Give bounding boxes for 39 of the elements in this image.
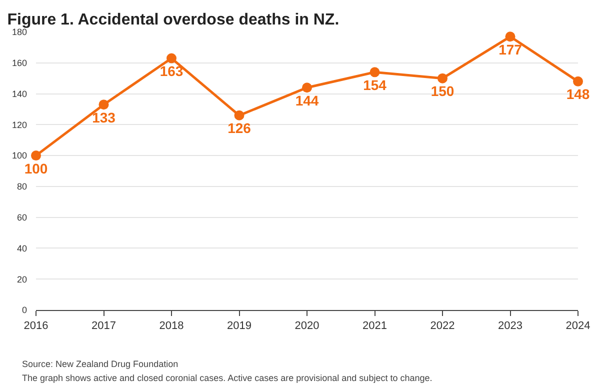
y-tick-label: 140 <box>12 88 27 99</box>
data-label: 154 <box>363 76 387 93</box>
data-label: 148 <box>566 86 590 102</box>
point <box>505 32 516 42</box>
data-label: 126 <box>228 120 252 136</box>
x-tick-label: 2024 <box>566 320 590 332</box>
data-label: 133 <box>92 109 116 126</box>
y-tick-label: 0 <box>22 305 27 316</box>
point <box>573 76 583 86</box>
data-label: 177 <box>498 41 522 58</box>
data-label: 144 <box>295 92 319 108</box>
data-label: 163 <box>160 63 184 80</box>
point <box>31 150 41 161</box>
y-tick-label: 20 <box>16 274 27 284</box>
x-tick-label: 2021 <box>362 320 387 332</box>
chart-title: Figure 1. Accidental overdose deaths in NZ. <box>7 12 340 29</box>
y-tick-label: 80 <box>16 182 27 192</box>
point <box>234 110 244 120</box>
y-tick-label: 60 <box>16 212 27 222</box>
x-tick-label: 2019 <box>227 320 252 332</box>
text: The graph shows active and closed coronial cases. Active cases are provisional and subject to change. <box>22 373 432 383</box>
y-tick-label: 40 <box>16 243 27 254</box>
point <box>438 73 448 84</box>
y-tick-label: 180 <box>12 27 27 38</box>
y-tick-label: 100 <box>12 150 27 161</box>
x-tick-label: 2020 <box>294 320 320 332</box>
source-note: Source: New Zealand Drug Foundation <box>22 359 178 369</box>
x-tick-label: 2017 <box>92 320 116 332</box>
y-tick-label: 120 <box>12 120 27 130</box>
data-label: 150 <box>430 83 454 100</box>
y-tick-label: 160 <box>12 58 27 68</box>
x-tick-label: 2022 <box>430 320 455 332</box>
point <box>370 67 380 78</box>
point <box>302 82 312 93</box>
x-tick-label: 2023 <box>498 320 522 332</box>
x-tick-label: 2018 <box>159 320 184 332</box>
point <box>166 53 176 64</box>
x-tick-label: 2016 <box>24 320 48 332</box>
point <box>98 100 109 110</box>
